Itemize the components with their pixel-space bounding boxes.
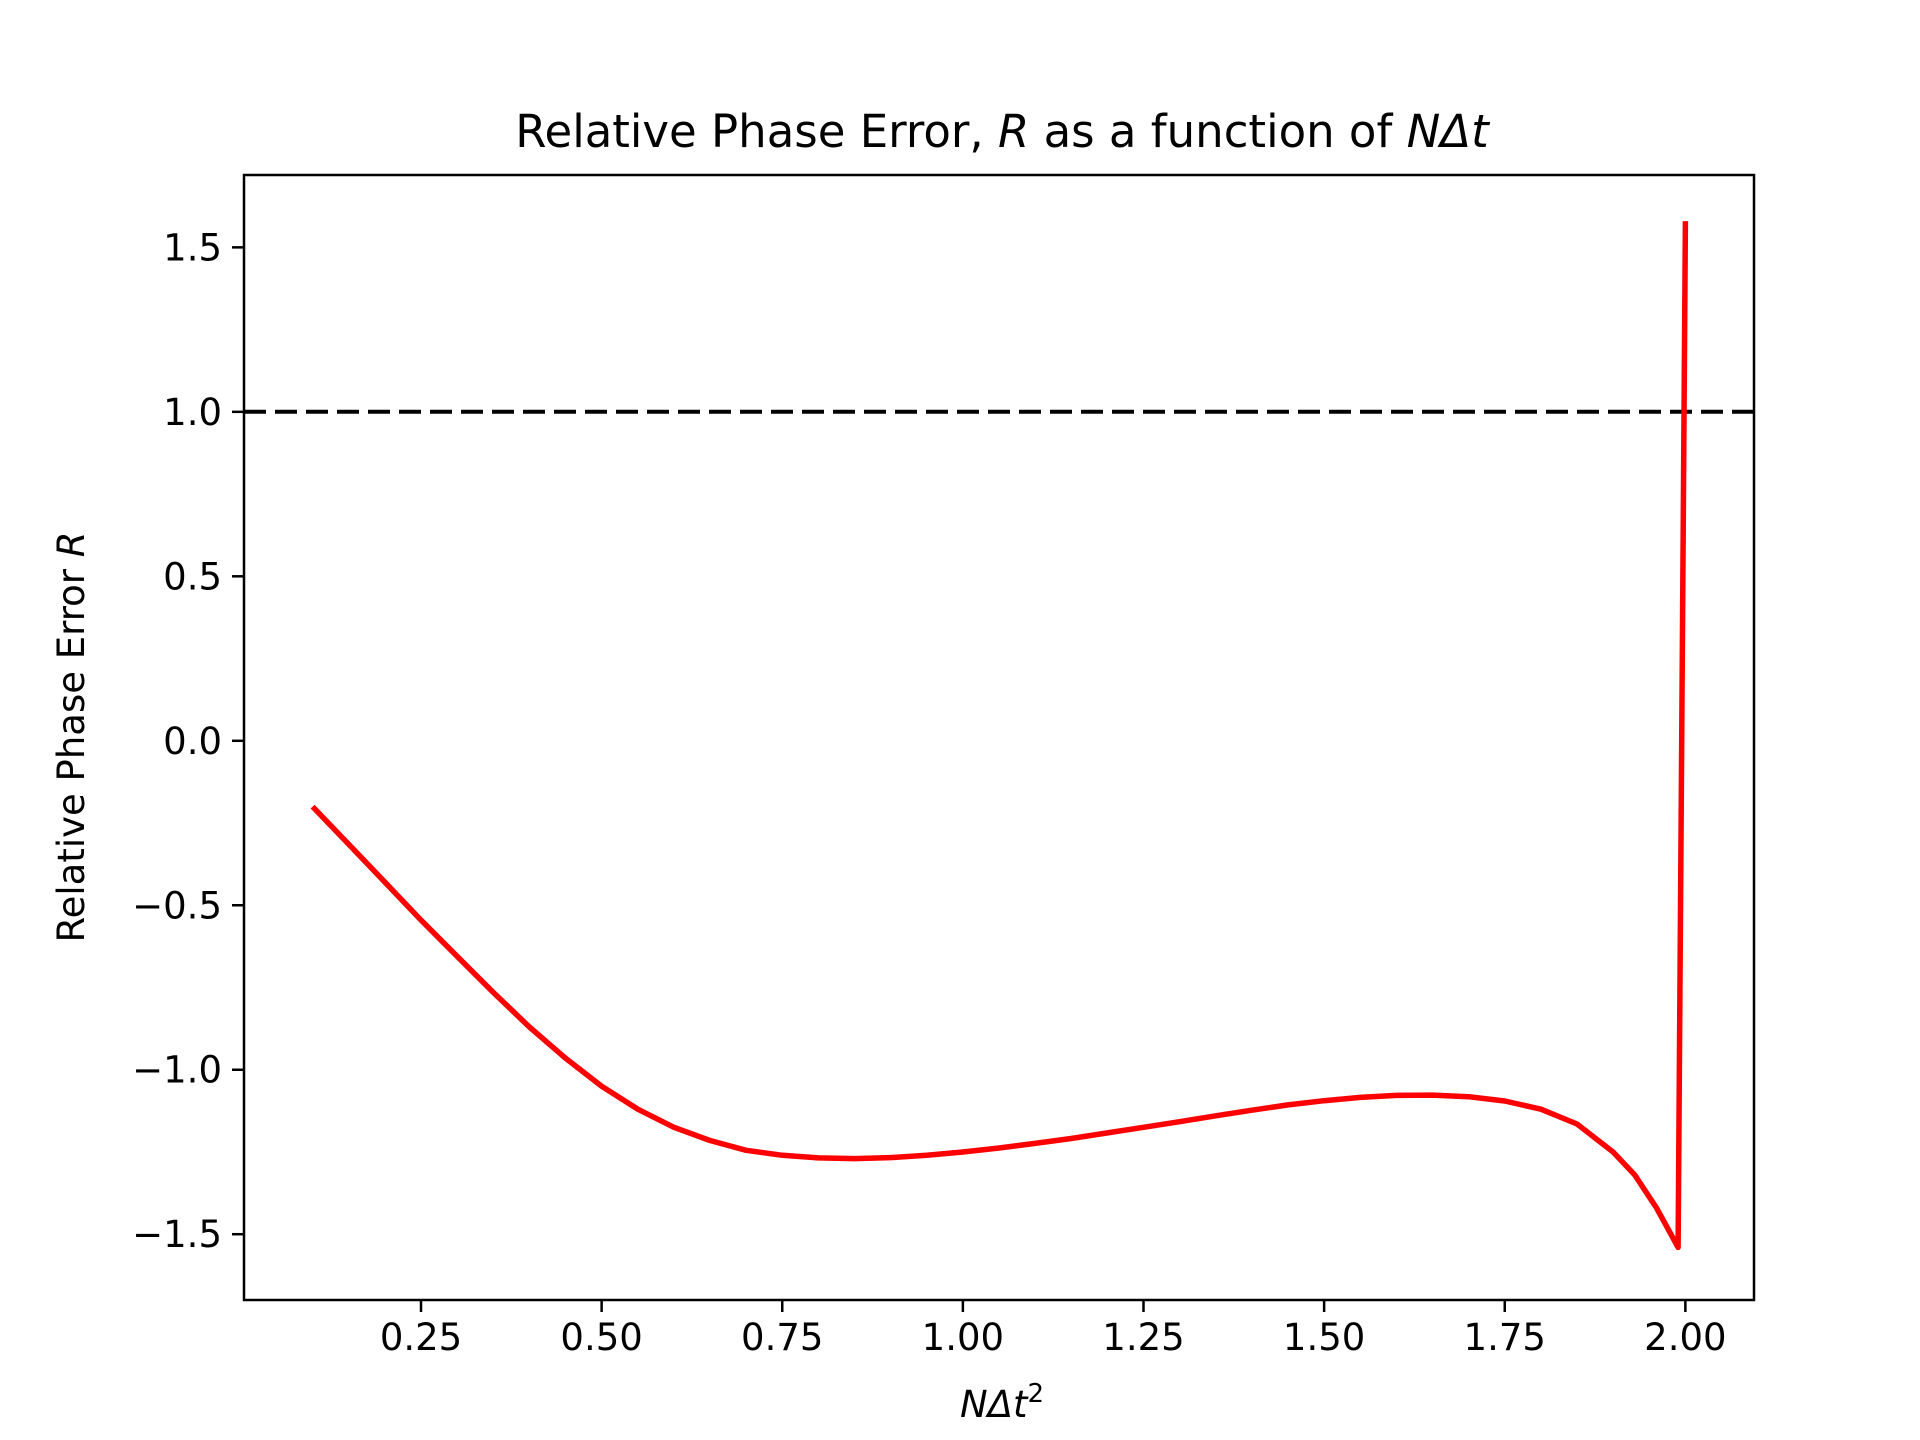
x-tick-label: 1.50 (1283, 1316, 1365, 1359)
x-tick-label: 1.75 (1464, 1316, 1546, 1359)
x-axis-ticks: 0.25 0.50 0.75 1.00 1.25 1.50 1.75 2.00 (380, 1300, 1727, 1359)
chart-title-middle: as a function of (1029, 105, 1406, 158)
series-line-relative-phase-error (310, 221, 1689, 1251)
x-axis-label-sup: 2 (1027, 1379, 1044, 1409)
y-tick-label: −1.5 (132, 1213, 222, 1256)
y-tick-label: 0.0 (163, 720, 222, 763)
plot-area (244, 221, 1754, 1251)
chart-title: Relative Phase Error, R as a function of… (515, 105, 1491, 158)
y-tick-label: 1.5 (163, 226, 222, 269)
x-tick-label: 1.25 (1102, 1316, 1184, 1359)
x-tick-label: 0.50 (560, 1316, 642, 1359)
chart-title-var2: NΔt (1407, 105, 1491, 158)
y-axis-ticks: −1.5 −1.0 −0.5 0.0 0.5 1.0 1.5 (132, 226, 244, 1256)
chart-title-prefix: Relative Phase Error, (515, 105, 998, 158)
y-axis-label: Relative Phase Error R (50, 532, 93, 943)
x-tick-label: 0.25 (380, 1316, 462, 1359)
axes-frame (242, 173, 1756, 1302)
x-axis-label: NΔt2 (960, 1379, 1044, 1426)
y-tick-label: 1.0 (163, 391, 222, 434)
x-tick-label: 1.00 (922, 1316, 1004, 1359)
x-axis-label-var: NΔt (960, 1383, 1029, 1426)
y-axis-label-prefix: Relative Phase Error (50, 557, 93, 942)
x-tick-label: 2.00 (1644, 1316, 1726, 1359)
y-tick-label: 0.5 (163, 555, 222, 598)
x-tick-label: 0.75 (741, 1316, 823, 1359)
y-tick-label: −0.5 (132, 884, 222, 927)
chart-title-var: R (998, 105, 1029, 158)
y-axis-label-var: R (50, 532, 93, 558)
y-tick-label: −1.0 (132, 1049, 222, 1092)
